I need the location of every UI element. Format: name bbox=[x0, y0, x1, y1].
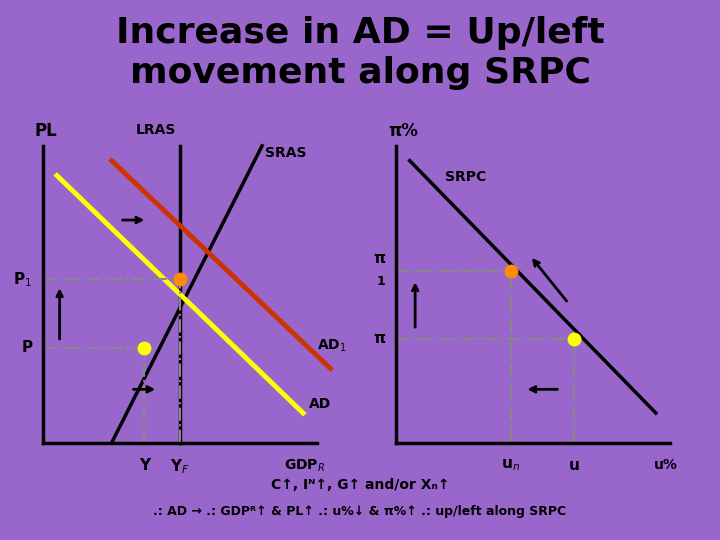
Text: 1: 1 bbox=[377, 275, 385, 288]
Text: u%: u% bbox=[654, 458, 678, 471]
Text: P: P bbox=[21, 340, 32, 355]
Text: π: π bbox=[373, 251, 385, 266]
Text: AD$_1$: AD$_1$ bbox=[317, 338, 346, 354]
Text: C↑, Iᴺ↑, G↑ and/or Xₙ↑: C↑, Iᴺ↑, G↑ and/or Xₙ↑ bbox=[271, 478, 449, 492]
Text: .: AD → .: GDPᴿ↑ & PL↑ .: u%↓ & π%↑ .: up/left along SRPC: .: AD → .: GDPᴿ↑ & PL↑ .: u%↓ & π%↑ .: u… bbox=[153, 505, 567, 518]
Text: PL: PL bbox=[35, 122, 58, 140]
Text: π%: π% bbox=[388, 122, 418, 140]
Text: π: π bbox=[373, 332, 385, 346]
Text: P$_1$: P$_1$ bbox=[13, 270, 32, 289]
Text: Y$_F$: Y$_F$ bbox=[170, 458, 190, 476]
Text: SRPC: SRPC bbox=[445, 170, 487, 184]
Text: Increase in AD = Up/left
movement along SRPC: Increase in AD = Up/left movement along … bbox=[116, 16, 604, 90]
Text: LRAS: LRAS bbox=[135, 123, 176, 137]
Text: u$_n$: u$_n$ bbox=[501, 458, 521, 474]
Text: Y: Y bbox=[139, 458, 150, 472]
Text: AD: AD bbox=[309, 397, 331, 411]
Text: GDP$_R$: GDP$_R$ bbox=[284, 458, 325, 474]
Text: u: u bbox=[568, 458, 580, 472]
Text: SRAS: SRAS bbox=[265, 146, 306, 160]
